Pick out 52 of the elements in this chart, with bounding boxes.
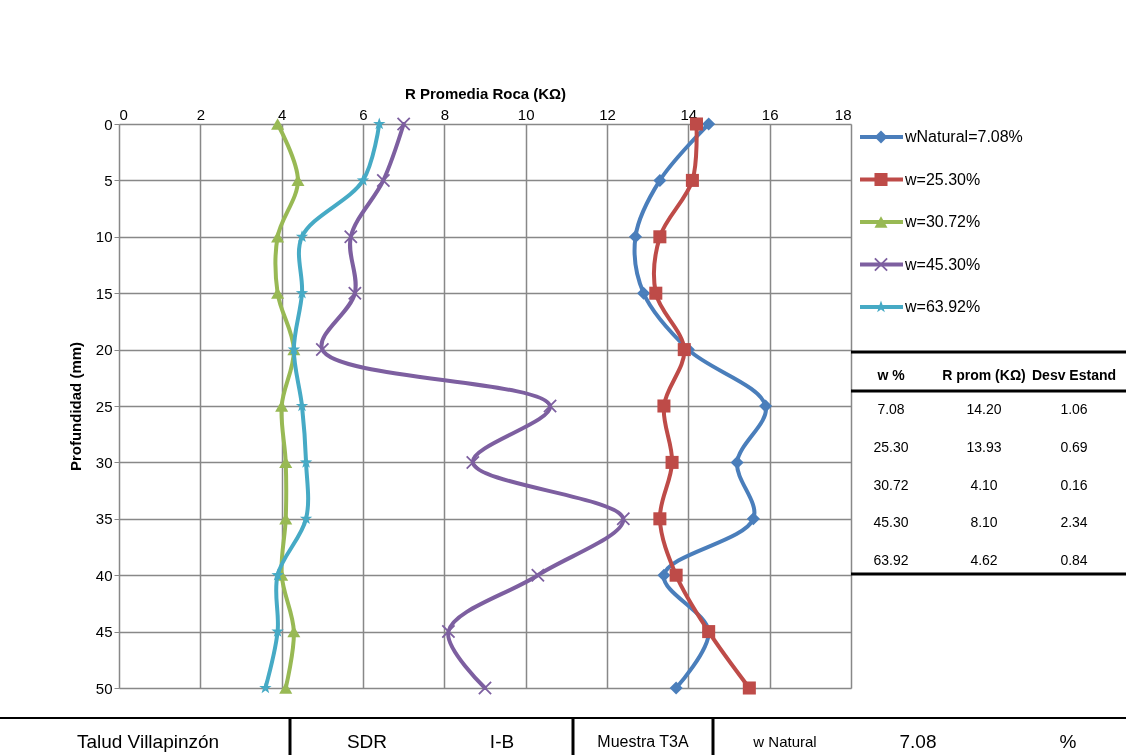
text: R prom (KΩ)	[942, 367, 1026, 383]
y-tick-label: 45	[95, 623, 113, 641]
x-tick-label: 18	[834, 105, 852, 123]
text: 1.06	[1060, 401, 1088, 417]
text: 30.72	[873, 477, 909, 493]
x-tick-label: 8	[440, 105, 450, 123]
y-tick-label: 15	[95, 284, 113, 302]
text: w %	[876, 367, 906, 383]
legend-label: w=63.92%	[904, 298, 981, 315]
text: Desv Estand	[1031, 367, 1117, 383]
text: SDR	[346, 731, 388, 752]
text: 63.92	[873, 552, 909, 568]
legend-label: w=30.72%	[904, 213, 981, 230]
text: 8.10	[970, 514, 998, 530]
x-tick-label: 16	[761, 105, 779, 123]
text: w Natural	[752, 733, 817, 750]
text: I-B	[489, 731, 515, 752]
x-tick-label: 0	[119, 105, 128, 123]
text: 2.34	[1060, 514, 1088, 530]
text: 0.69	[1060, 439, 1088, 455]
text: 7.08	[877, 401, 905, 417]
text: 7.08	[899, 731, 937, 752]
text: 25.30	[873, 439, 909, 455]
x-tick-label: 14	[680, 105, 698, 123]
text: 13.93	[966, 439, 1002, 455]
y-tick-label: 35	[95, 510, 113, 528]
y-axis-title: Profundidad (mm)	[66, 341, 84, 472]
x-tick-label: 6	[359, 105, 368, 123]
x-tick-label: 2	[196, 105, 206, 123]
legend-label: w=25.30%	[904, 170, 981, 188]
x-axis-title: R Promedia Roca (KΩ)	[404, 84, 567, 102]
legend-label: wNatural=7.08%	[904, 128, 1023, 145]
text: 0.84	[1060, 552, 1088, 568]
text: 14.20	[966, 401, 1002, 417]
text: 0.16	[1060, 477, 1088, 493]
x-tick-label: 10	[517, 105, 535, 123]
text: 45.30	[873, 514, 909, 530]
y-tick-label: 25	[95, 397, 113, 415]
x-tick-label: 4	[277, 105, 287, 123]
legend-label: w=45.30%	[904, 255, 981, 273]
y-tick-label: 5	[104, 171, 113, 189]
text: 4.10	[970, 477, 998, 493]
y-tick-label: 40	[95, 566, 113, 584]
text: 4.62	[970, 552, 998, 568]
text: Talud Villapinzón	[76, 731, 220, 752]
y-tick-label: 20	[95, 341, 113, 359]
text: %	[1059, 731, 1077, 752]
y-tick-label: 10	[95, 228, 113, 246]
x-tick-label: 12	[599, 105, 616, 123]
text: Muestra T3A	[597, 733, 689, 750]
y-tick-label: 50	[95, 679, 113, 697]
y-tick-label: 30	[95, 453, 113, 471]
